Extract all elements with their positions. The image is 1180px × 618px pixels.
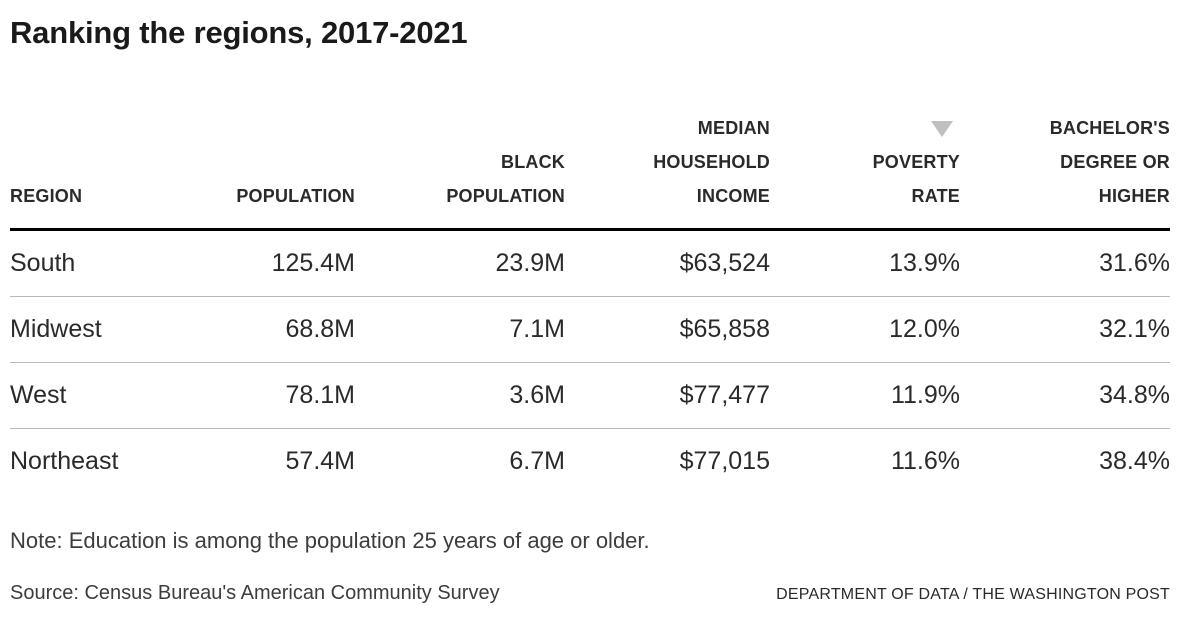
source-row: Source: Census Bureau's American Communi…: [10, 582, 1170, 605]
cell-black-population: 23.9M: [495, 249, 565, 277]
page-title: Ranking the regions, 2017-2021: [10, 15, 468, 50]
cell-bachelors-degree-or-higher: 32.1%: [1099, 315, 1170, 343]
column-header-poverty-rate: POVERTY RATE: [770, 111, 960, 231]
table-header: REGION POPULATION BLACK POPULATION MEDIAN HOU…: [10, 111, 1170, 231]
regions-ranking-graphic: Ranking the regions, 2017-2021 REGION POP…: [0, 14, 1180, 605]
cell-region: South: [10, 249, 76, 277]
cell-median-household-income: $65,858: [679, 315, 770, 343]
column-header-label: REGION: [10, 186, 83, 206]
table-row-midwest: Midwest 68.8M 7.1M $65,858 12.0% 32.1%: [10, 297, 1170, 363]
column-header-median-household-income: MEDIAN HOUSEHOLD INCOME: [565, 111, 770, 231]
column-header-bachelors-degree-or-higher: BACHELOR'S DEGREE OR HIGHER: [960, 111, 1170, 231]
cell-population: 78.1M: [285, 381, 355, 409]
cell-region: Midwest: [10, 315, 102, 343]
column-header-region: REGION: [10, 111, 170, 231]
cell-poverty-rate: 11.6%: [890, 447, 960, 475]
cell-bachelors-degree-or-higher: 34.8%: [1099, 381, 1170, 409]
cell-black-population: 7.1M: [509, 315, 565, 343]
column-header-label: BACHELOR'S: [1049, 118, 1170, 138]
cell-median-household-income: $63,524: [679, 249, 770, 277]
cell-median-household-income: $77,015: [679, 447, 770, 475]
note-text: Note: Education is among the population …: [10, 528, 650, 553]
column-header-label: DEGREE OR: [1060, 152, 1170, 172]
table-row-south: South 125.4M 23.9M $63,524 13.9% 31.6%: [10, 230, 1170, 297]
column-header-population: POPULATION: [170, 111, 355, 231]
column-header-label: RATE: [911, 186, 960, 206]
column-header-label: POPULATION: [446, 186, 565, 206]
source-text: Source: Census Bureau's American Communi…: [10, 582, 500, 604]
cell-region: Northeast: [10, 447, 119, 475]
credit-text: DEPARTMENT OF DATA / THE WASHINGTON POST: [776, 586, 1170, 603]
column-header-label: HIGHER: [1098, 186, 1170, 206]
cell-black-population: 6.7M: [509, 447, 565, 475]
column-header-label: BLACK: [501, 152, 565, 172]
cell-region: West: [10, 381, 67, 409]
cell-population: 125.4M: [271, 249, 355, 277]
column-header-label: POPULATION: [236, 186, 355, 206]
cell-median-household-income: $77,477: [679, 381, 770, 409]
cell-poverty-rate: 12.0%: [889, 315, 960, 343]
cell-bachelors-degree-or-higher: 31.6%: [1099, 249, 1170, 277]
table-row-west: West 78.1M 3.6M $77,477 11.9% 34.8%: [10, 363, 1170, 429]
cell-poverty-rate: 11.9%: [890, 381, 960, 409]
cell-population: 57.4M: [285, 447, 355, 475]
table-row-northeast: Northeast 57.4M 6.7M $77,015 11.6% 38.4%: [10, 429, 1170, 495]
column-header-label: MEDIAN: [697, 118, 770, 138]
table-header-row: REGION POPULATION BLACK POPULATION MEDIAN HOU…: [10, 111, 1170, 231]
regions-table: REGION POPULATION BLACK POPULATION MEDIAN HOU…: [10, 111, 1170, 494]
cell-bachelors-degree-or-higher: 38.4%: [1099, 447, 1170, 475]
cell-black-population: 3.6M: [509, 381, 565, 409]
column-header-black-population: BLACK POPULATION: [355, 111, 565, 231]
column-header-label: HOUSEHOLD: [653, 152, 770, 172]
sort-descending-icon[interactable]: [931, 121, 953, 138]
cell-population: 68.8M: [285, 315, 355, 343]
column-header-label: POVERTY: [872, 152, 960, 172]
cell-poverty-rate: 13.9%: [889, 249, 960, 277]
column-header-label: INCOME: [696, 186, 770, 206]
